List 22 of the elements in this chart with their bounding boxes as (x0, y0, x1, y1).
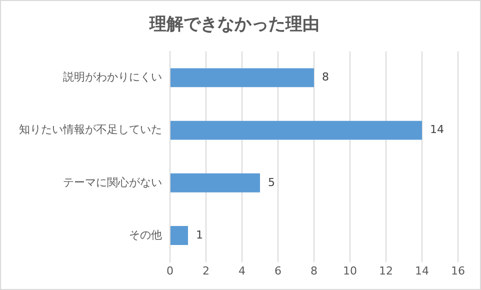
x-tick-label: 14 (415, 264, 429, 278)
x-tick-label: 12 (379, 264, 393, 278)
x-tick-label: 8 (310, 264, 318, 278)
data-label: 8 (322, 70, 329, 84)
bar (170, 120, 422, 140)
y-tick-label: 説明がわかりにくい (63, 70, 162, 84)
x-tick-label: 6 (274, 264, 282, 278)
bar (170, 68, 314, 88)
data-label: 5 (268, 176, 275, 189)
data-label: 1 (196, 228, 203, 242)
x-tick-label: 16 (451, 264, 465, 278)
bar (170, 226, 188, 245)
x-tick-label: 10 (343, 264, 357, 278)
x-tick-label: 4 (238, 264, 246, 278)
y-tick-label: 知りたい情報が不足していた (19, 123, 162, 136)
data-label: 14 (430, 123, 444, 136)
x-tick-label: 2 (202, 264, 210, 278)
y-tick-label: その他 (129, 228, 162, 242)
chart-title: 理解できなかった理由 (148, 14, 320, 35)
x-tick-label: 0 (166, 264, 174, 278)
y-tick-label: テーマに関心がない (63, 176, 162, 189)
bar (170, 173, 260, 192)
